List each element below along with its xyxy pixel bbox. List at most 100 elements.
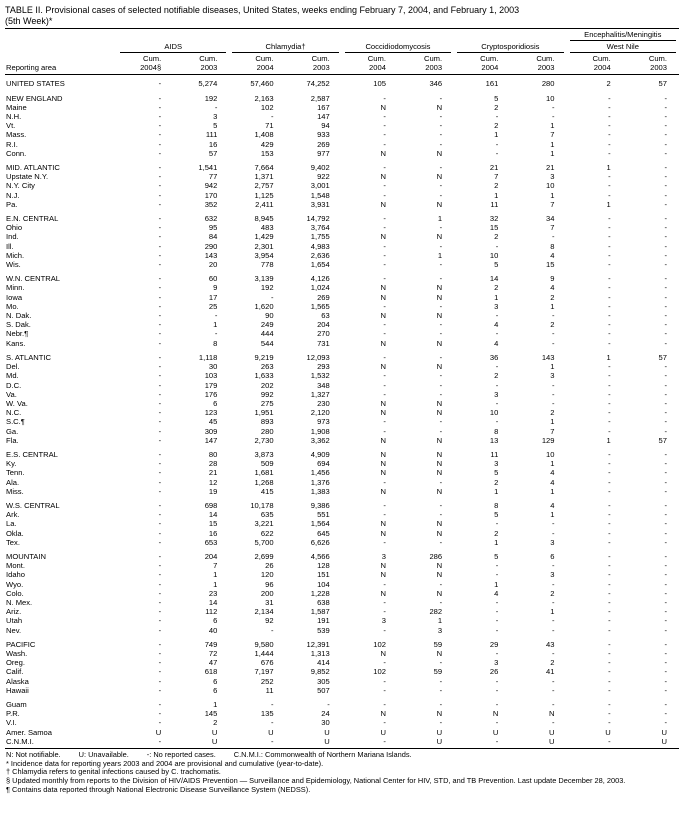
value-cell: - bbox=[439, 190, 443, 200]
value-cell: - bbox=[439, 352, 443, 362]
value-cell: 59 bbox=[433, 667, 443, 677]
value-cell: 4 bbox=[494, 588, 499, 598]
reporting-area-cell: Kans. bbox=[6, 338, 26, 348]
value-cell: 653 bbox=[204, 537, 218, 547]
value-cell: 893 bbox=[260, 417, 274, 427]
footnotes: N: Not notifiable. U: Unavailable. -: No r… bbox=[5, 748, 679, 795]
value-cell: 5 bbox=[494, 93, 499, 103]
value-cell: - bbox=[608, 648, 611, 658]
year-header-cell: 2003 bbox=[173, 63, 230, 76]
value-cell: 16 bbox=[208, 139, 218, 149]
value-cell: 269 bbox=[317, 292, 330, 302]
value-cell: - bbox=[158, 718, 162, 728]
table-row: N.Y. City - 942 2,757 3,001 - - 2 10 - - bbox=[5, 181, 679, 190]
value-cell: - bbox=[664, 329, 667, 339]
value-cell: - bbox=[608, 417, 611, 427]
value-cell: 11 bbox=[490, 199, 499, 209]
value-cell: 1 bbox=[494, 486, 499, 496]
reporting-area-cell: Mont. bbox=[6, 561, 25, 571]
table-row: Ala. - 12 1,268 1,376 - - 2 4 - - bbox=[5, 478, 679, 487]
value-cell: 483 bbox=[260, 223, 274, 233]
value-cell: - bbox=[439, 260, 443, 270]
value-cell: 4,983 bbox=[310, 241, 330, 251]
value-cell: N bbox=[380, 292, 386, 302]
value-cell: 1 bbox=[213, 579, 218, 589]
value-cell: - bbox=[439, 301, 443, 311]
value-cell: - bbox=[551, 398, 555, 408]
table-row: Tex. - 653 5,700 6,626 - - 1 3 - - bbox=[5, 538, 679, 547]
value-cell: - bbox=[495, 398, 499, 408]
table-row: W. Va. - 6 275 230 N N - - - - bbox=[5, 399, 679, 408]
value-cell: - bbox=[608, 616, 611, 626]
value-cell: - bbox=[383, 121, 386, 131]
value-cell: 4 bbox=[550, 283, 555, 293]
value-cell: 60 bbox=[208, 274, 218, 284]
value-cell: - bbox=[158, 148, 162, 158]
value-cell: 59 bbox=[433, 639, 443, 649]
value-cell: - bbox=[327, 700, 330, 709]
value-cell: - bbox=[608, 232, 611, 242]
value-cell: - bbox=[383, 537, 386, 547]
value-cell: - bbox=[664, 561, 667, 571]
reporting-area-cell: Alaska bbox=[6, 676, 29, 686]
value-cell: N bbox=[380, 408, 386, 418]
reporting-area-cell: S. Dak. bbox=[6, 320, 31, 330]
reporting-area-cell: Nev. bbox=[6, 625, 22, 635]
value-cell: 1 bbox=[494, 292, 499, 302]
value-cell: U bbox=[380, 727, 386, 737]
value-cell: 5 bbox=[494, 260, 499, 270]
reporting-area-cell: S.C.¶ bbox=[6, 417, 25, 427]
value-cell: 45 bbox=[208, 417, 218, 427]
group-label: Chlamydia† bbox=[232, 41, 339, 53]
footnote-item: † Chlamydia refers to genital infections… bbox=[6, 767, 221, 777]
year-header-cell: 2003 bbox=[510, 63, 567, 76]
value-cell: 249 bbox=[260, 320, 274, 330]
value-cell: 1 bbox=[550, 139, 555, 149]
value-cell: 992 bbox=[260, 389, 274, 399]
value-cell: N bbox=[436, 199, 443, 209]
value-cell: - bbox=[664, 500, 667, 510]
table-row: Wash. - 72 1,444 1,313 N N - - - - bbox=[5, 649, 679, 658]
value-cell: - bbox=[495, 607, 499, 617]
value-cell: - bbox=[664, 417, 667, 427]
reporting-area-cell: Hawaii bbox=[6, 685, 29, 695]
table-title: TABLE II. Provisional cases of selected … bbox=[5, 5, 679, 29]
year-header-cell: 2003 bbox=[397, 63, 455, 76]
value-cell: - bbox=[158, 676, 162, 686]
value-cell: 4 bbox=[550, 500, 555, 510]
table-row: D.C. - 179 202 348 - - - - - - bbox=[5, 381, 679, 390]
value-cell: - bbox=[158, 232, 162, 242]
value-cell: 622 bbox=[260, 528, 274, 538]
value-cell: N bbox=[380, 519, 386, 529]
value-cell: 1,313 bbox=[310, 648, 330, 658]
value-cell: 57 bbox=[658, 352, 667, 362]
value-cell: 12 bbox=[208, 477, 218, 487]
table-row: Alaska - 6 252 305 - - - - - - bbox=[5, 677, 679, 686]
value-cell: - bbox=[439, 380, 443, 390]
value-cell: - bbox=[383, 214, 386, 224]
value-cell: 2 bbox=[550, 408, 555, 418]
value-cell: 41 bbox=[546, 667, 555, 677]
value-cell: - bbox=[495, 519, 499, 529]
value-cell: 1,376 bbox=[310, 477, 330, 487]
value-cell: - bbox=[664, 223, 667, 233]
value-cell: 90 bbox=[265, 311, 274, 321]
value-cell: 14,792 bbox=[306, 214, 330, 224]
value-cell: 3,221 bbox=[254, 519, 274, 529]
value-cell: 25 bbox=[208, 301, 218, 311]
value-cell: - bbox=[664, 172, 667, 182]
value-cell: - bbox=[608, 338, 611, 348]
reporting-area-cell: Pa. bbox=[6, 199, 18, 209]
value-cell: 1,908 bbox=[310, 426, 330, 436]
value-cell: 57 bbox=[658, 79, 667, 89]
table-row: MOUNTAIN - 204 2,699 4,566 3 286 5 6 - - bbox=[5, 547, 679, 561]
value-cell: - bbox=[439, 274, 443, 284]
cum-header-cell: Cum. bbox=[255, 54, 274, 63]
super-group-row: Reporting area Encephalitis/Meningitis bbox=[5, 29, 679, 76]
value-cell: - bbox=[439, 510, 443, 520]
value-cell: - bbox=[158, 625, 162, 635]
value-cell: 2 bbox=[213, 718, 218, 728]
value-cell: 10 bbox=[546, 93, 555, 103]
value-cell: 102 bbox=[373, 667, 386, 677]
value-cell: - bbox=[383, 250, 386, 260]
